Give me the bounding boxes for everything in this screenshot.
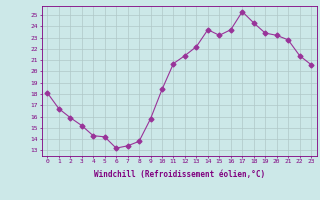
X-axis label: Windchill (Refroidissement éolien,°C): Windchill (Refroidissement éolien,°C) [94, 170, 265, 179]
